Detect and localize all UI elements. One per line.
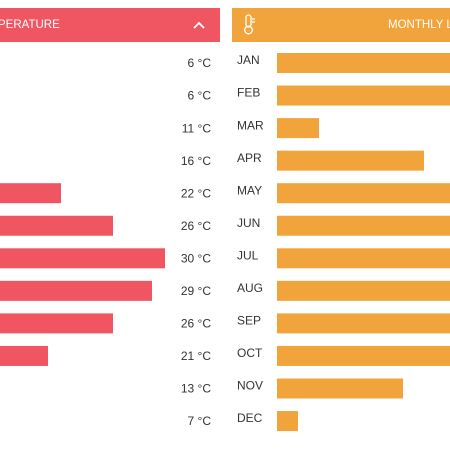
bar <box>277 378 403 399</box>
value-label: 13 °C <box>181 382 211 396</box>
value-label: 16 °C <box>181 154 211 168</box>
bar <box>277 313 450 334</box>
category-label: APR <box>237 151 262 165</box>
bar <box>277 215 450 236</box>
category-label: JAN <box>237 53 260 67</box>
bar <box>0 248 165 269</box>
value-label: 22 °C <box>181 186 211 200</box>
chart-title: MONTHLY L <box>388 19 450 31</box>
category-label: AUG <box>237 281 263 295</box>
temperature-header[interactable] <box>0 8 220 42</box>
value-label: 30 °C <box>181 251 211 265</box>
category-label: MAR <box>237 118 264 132</box>
collapse-chevron[interactable] <box>193 21 205 29</box>
category-label: DEC <box>237 411 263 425</box>
bar <box>277 280 450 301</box>
category-label: NOV <box>237 379 263 393</box>
bar <box>0 183 61 204</box>
value-label: 26 °C <box>181 219 211 233</box>
value-label: 29 °C <box>181 284 211 298</box>
thermometer-icon <box>244 14 255 35</box>
value-label: 6 °C <box>188 56 212 70</box>
bar <box>277 150 424 171</box>
bar <box>0 215 113 236</box>
category-label: JUL <box>237 248 259 262</box>
category-label: OCT <box>237 346 263 360</box>
bar <box>277 118 319 139</box>
bar <box>277 345 450 366</box>
bar <box>277 248 450 269</box>
value-label: 6 °C <box>188 89 212 103</box>
value-label: 7 °C <box>188 414 212 428</box>
bar <box>0 313 113 334</box>
bar <box>0 345 48 366</box>
bar <box>0 280 152 301</box>
value-label: 11 °C <box>182 121 212 135</box>
category-label: JUN <box>237 216 260 230</box>
category-label: SEP <box>237 314 261 328</box>
bar <box>277 183 450 204</box>
category-label: FEB <box>237 86 260 100</box>
value-label: 26 °C <box>181 317 211 331</box>
monthly-header[interactable] <box>232 8 450 42</box>
value-label: 21 °C <box>181 349 211 363</box>
category-label: MAY <box>237 183 262 197</box>
chart-title: PERATURE <box>0 19 60 31</box>
bar <box>277 85 450 106</box>
bar <box>277 411 298 432</box>
bar <box>277 53 450 73</box>
